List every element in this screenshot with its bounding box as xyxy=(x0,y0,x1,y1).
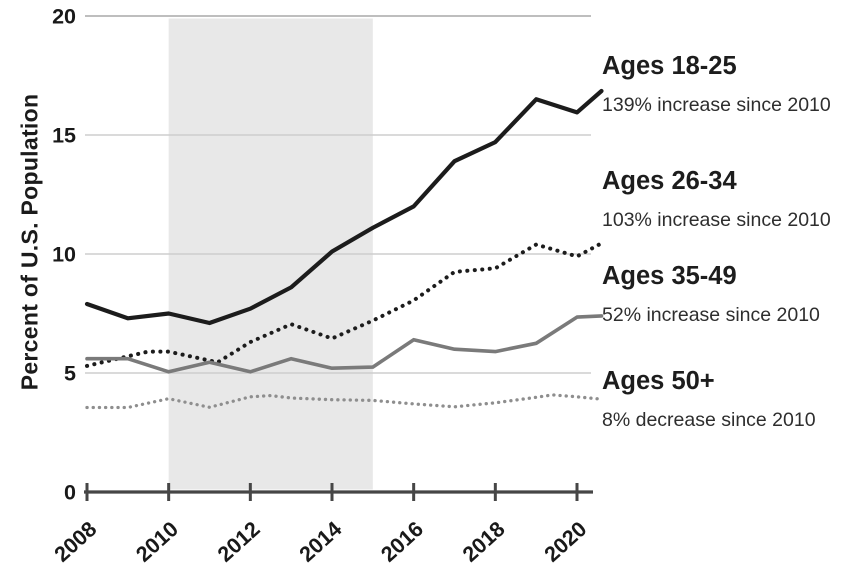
legend-item-ages-35-49: Ages 35-49 52% increase since 2010 xyxy=(602,261,851,327)
x-tick-label-2010: 2010 xyxy=(131,517,183,567)
x-tick-label-2014: 2014 xyxy=(295,517,347,567)
x-tick-label-2018: 2018 xyxy=(458,517,510,567)
legend-subtitle: 139% increase since 2010 xyxy=(602,94,831,116)
x-tick-label-2008: 2008 xyxy=(50,517,102,567)
x-tick-label-2012: 2012 xyxy=(213,517,265,567)
x-tick-label-2020: 2020 xyxy=(540,517,592,567)
legend-subtitle: 103% increase since 2010 xyxy=(602,209,831,231)
series-line-ages-18-25 xyxy=(84,88,604,326)
series-line-ages-35-49 xyxy=(85,314,604,374)
legend-title: Ages 50+ xyxy=(602,367,715,395)
legend-title: Ages 18-25 xyxy=(602,52,737,80)
y-tick-label-0: 0 xyxy=(64,481,76,505)
y-tick-label-20: 20 xyxy=(52,5,76,29)
legend-item-ages-50-plus: Ages 50+ 8% decrease since 2010 xyxy=(602,366,851,432)
y-tick-label-10: 10 xyxy=(52,243,76,267)
legend-item-ages-18-25: Ages 18-25 139% increase since 2010 xyxy=(602,51,851,117)
series-line-ages-26-34 xyxy=(85,241,604,368)
legend-subtitle: 8% decrease since 2010 xyxy=(602,409,816,431)
legend-subtitle: 52% increase since 2010 xyxy=(602,304,820,326)
x-tick-label-2016: 2016 xyxy=(376,517,428,567)
y-tick-label-15: 15 xyxy=(52,124,76,148)
y-axis-title: Percent of U.S. Population xyxy=(16,93,43,391)
legend-title: Ages 35-49 xyxy=(602,262,737,290)
legend-title: Ages 26-34 xyxy=(602,167,737,195)
y-tick-label-5: 5 xyxy=(64,362,76,386)
legend-item-ages-26-34: Ages 26-34 103% increase since 2010 xyxy=(602,166,851,232)
